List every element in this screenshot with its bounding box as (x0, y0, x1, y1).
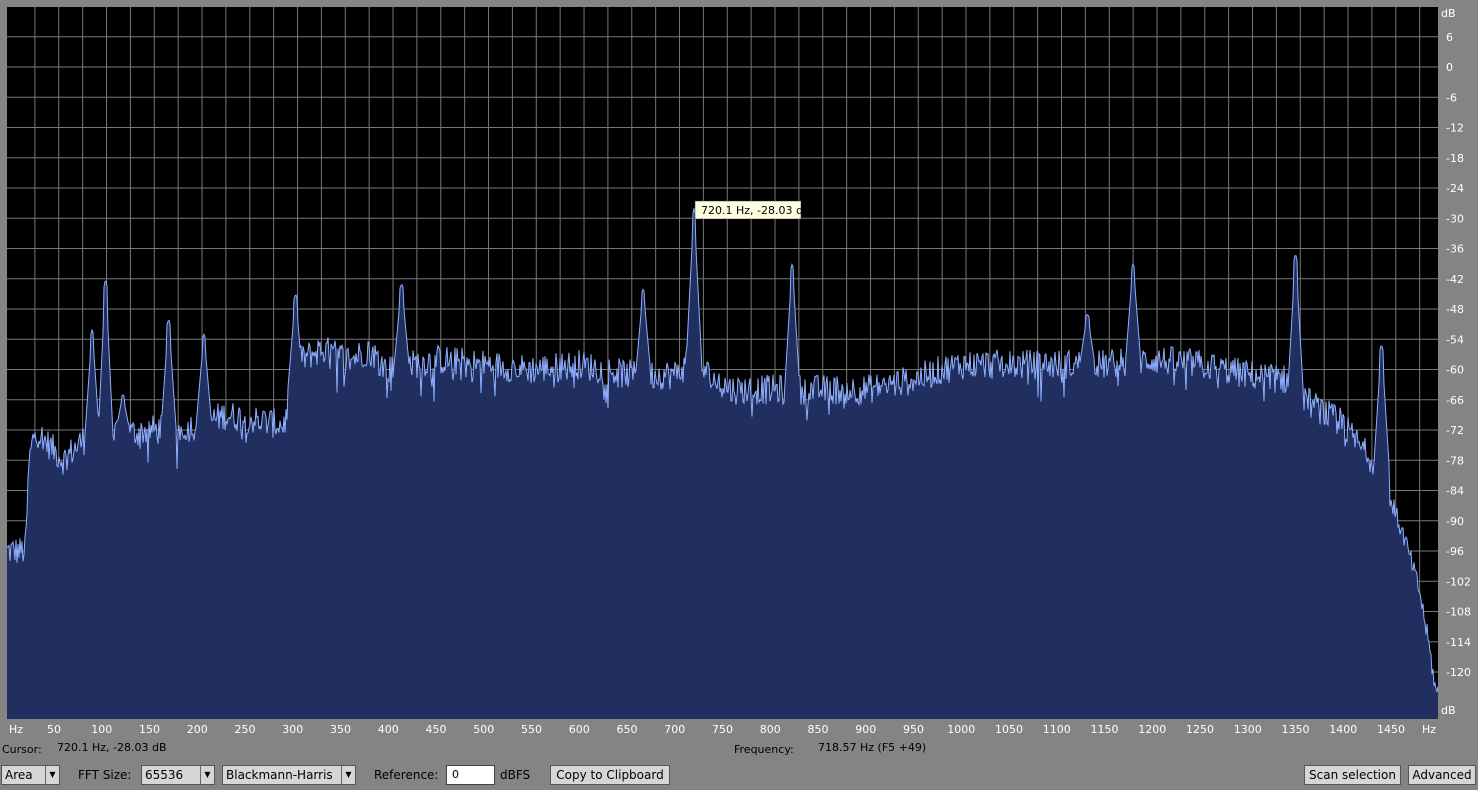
x-tick-label: 1050 (995, 723, 1023, 736)
y-axis: 6 0 -6 -12 -18 -24 -30 -36 -42 -48 -54 -60 -66 -72 -78… (1446, 31, 1471, 679)
y-tick-label: -72 (1446, 424, 1464, 437)
x-tick-label: 600 (569, 723, 590, 736)
x-tick-label: 1200 (1138, 723, 1166, 736)
window-function-value: Blackmann-Harris (226, 768, 333, 782)
y-tick-label: -114 (1446, 636, 1471, 649)
x-tick-label: 100 (91, 723, 112, 736)
x-tick-label: 1150 (1091, 723, 1119, 736)
controls-bar: Area ▼ FFT Size: 65536 ▼ Blackmann-Harri… (0, 762, 1478, 790)
spectrum-plot[interactable]: 6 0 -6 -12 -18 -24 -30 -36 -42 -48 -54 -60 -66 -72 -78… (0, 0, 1478, 738)
y-tick-label: -108 (1446, 606, 1471, 619)
x-tick-label: 200 (187, 723, 208, 736)
x-axis-unit-left: Hz (9, 723, 23, 736)
x-tick-label: 1250 (1186, 723, 1214, 736)
cursor-tooltip: 720.1 Hz, -28.03 dB (694, 200, 811, 220)
scan-selection-button[interactable]: Scan selection (1304, 765, 1401, 785)
x-tick-label: 150 (139, 723, 160, 736)
y-tick-label: -48 (1446, 303, 1464, 316)
x-tick-label: 1350 (1282, 723, 1310, 736)
x-tick-label: 300 (282, 723, 303, 736)
cursor-value: 720.1 Hz, -28.03 dB (57, 741, 167, 754)
x-axis: 50 100 150 200 250 300 350 400 450 500 550 600 650 70… (47, 723, 1405, 736)
display-mode-select[interactable]: Area ▼ (1, 765, 60, 785)
cursor-label: Cursor: (2, 743, 42, 756)
x-tick-label: 250 (235, 723, 256, 736)
x-tick-label: 500 (473, 723, 494, 736)
x-tick-label: 1400 (1329, 723, 1357, 736)
chevron-down-icon[interactable]: ▼ (200, 766, 214, 784)
x-tick-label: 350 (330, 723, 351, 736)
x-tick-label: 1450 (1377, 723, 1405, 736)
x-tick-label: 1100 (1043, 723, 1071, 736)
y-tick-label: -24 (1446, 182, 1464, 195)
x-tick-label: 950 (903, 723, 924, 736)
status-bar: Cursor: 720.1 Hz, -28.03 dB Frequency: 7… (0, 738, 1478, 762)
y-tick-label: -90 (1446, 515, 1464, 528)
y-tick-label: -42 (1446, 273, 1464, 286)
frequency-value: 718.57 Hz (F5 +49) (818, 741, 927, 754)
x-tick-label: 800 (760, 723, 781, 736)
advanced-button[interactable]: Advanced (1408, 765, 1476, 785)
y-tick-label: -30 (1446, 212, 1464, 225)
spectrum-line (6, 208, 1439, 693)
window-function-select[interactable]: Blackmann-Harris ▼ (222, 765, 356, 785)
y-tick-label: -12 (1446, 122, 1464, 135)
x-tick-label: 50 (47, 723, 61, 736)
spectrum-area (7, 208, 1438, 720)
y-tick-label: -120 (1446, 666, 1471, 679)
fft-size-value: 65536 (145, 768, 184, 782)
reference-unit: dBFS (500, 768, 531, 782)
fft-size-label: FFT Size: (78, 768, 132, 782)
x-tick-label: 1300 (1234, 723, 1262, 736)
y-tick-label: -96 (1446, 545, 1464, 558)
x-tick-label: 450 (426, 723, 447, 736)
frequency-label: Frequency: (734, 743, 794, 756)
fft-size-select[interactable]: 65536 ▼ (141, 765, 215, 785)
y-tick-label: 6 (1446, 31, 1453, 44)
y-tick-label: -102 (1446, 575, 1471, 588)
y-tick-label: -54 (1446, 333, 1464, 346)
x-tick-label: 700 (664, 723, 685, 736)
x-tick-label: 750 (712, 723, 733, 736)
chevron-down-icon[interactable]: ▼ (341, 766, 355, 784)
y-tick-label: -78 (1446, 454, 1464, 467)
reference-input[interactable]: 0 (446, 765, 495, 785)
y-tick-label: -36 (1446, 243, 1464, 256)
x-tick-label: 900 (855, 723, 876, 736)
y-tick-label: -6 (1446, 91, 1457, 104)
x-tick-label: 650 (617, 723, 638, 736)
x-tick-label: 550 (521, 723, 542, 736)
y-tick-label: -18 (1446, 152, 1464, 165)
x-tick-label: 1000 (947, 723, 975, 736)
x-axis-unit-right: Hz (1422, 723, 1436, 736)
x-tick-label: 850 (808, 723, 829, 736)
tooltip-box (694, 200, 802, 220)
y-tick-label: -84 (1446, 485, 1464, 498)
x-tick-label: 400 (378, 723, 399, 736)
tooltip-text: 720.1 Hz, -28.03 dB (701, 204, 811, 217)
display-mode-value: Area (5, 768, 33, 782)
y-tick-label: -66 (1446, 394, 1464, 407)
chevron-down-icon[interactable]: ▼ (45, 766, 59, 784)
y-tick-label: -60 (1446, 364, 1464, 377)
y-axis-unit-bottom: dB (1441, 704, 1456, 717)
copy-to-clipboard-button[interactable]: Copy to Clipboard (550, 765, 670, 785)
y-axis-unit-top: dB (1441, 7, 1456, 20)
y-tick-label: 0 (1446, 61, 1453, 74)
reference-label: Reference: (374, 768, 439, 782)
